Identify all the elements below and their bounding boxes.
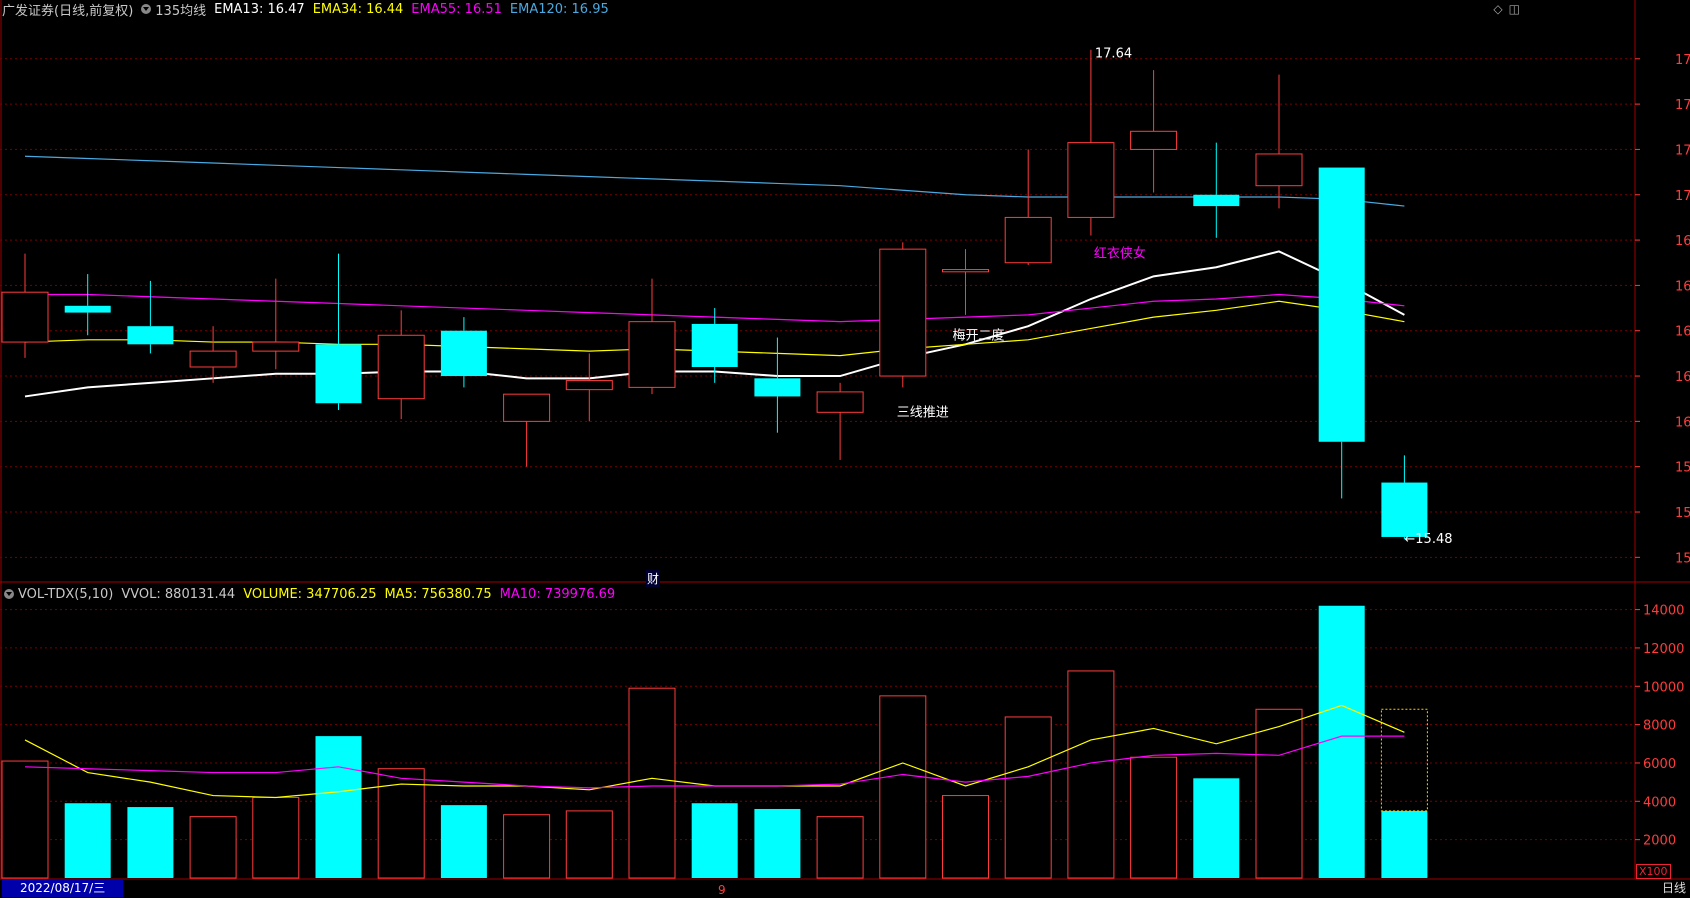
- vol-indicator-name: VOL-TDX(5,10): [18, 586, 114, 602]
- volume-bar: [754, 808, 801, 878]
- candle-body: [628, 321, 676, 388]
- candle-body: [1381, 482, 1428, 537]
- price-tick-label: 16.80: [1675, 234, 1690, 249]
- chart-annotation: 三线推进: [897, 405, 949, 420]
- price-tick-label: 15.60: [1675, 506, 1690, 521]
- volume-bar: [1381, 810, 1428, 878]
- price-tick-label: 17.40: [1675, 98, 1690, 113]
- price-header: 广发证券(日线,前复权) 135均线 EMA13: 16.47 EMA34: 1…: [0, 0, 609, 19]
- candle-body: [754, 378, 801, 397]
- price-tick-label: 16.00: [1675, 415, 1690, 430]
- candle-body: [189, 350, 237, 368]
- candle-body: [1067, 142, 1115, 218]
- price-tick-label: 17.20: [1675, 143, 1690, 158]
- candle-body: [942, 269, 989, 273]
- ema13-value: EMA13: 16.47: [214, 1, 305, 17]
- candle-body: [691, 323, 738, 367]
- volume-bar: [628, 687, 676, 879]
- candle-body: [1255, 153, 1303, 187]
- volume-value: VOLUME: 347706.25: [243, 586, 377, 602]
- volume-bar: [127, 807, 174, 878]
- volume-bar: [377, 768, 425, 879]
- candle-body: [503, 393, 551, 422]
- candle-body: [1193, 194, 1240, 207]
- volume-bar: [1067, 670, 1115, 879]
- volume-bar: [64, 803, 111, 878]
- volume-bar: [1130, 756, 1178, 879]
- volume-bar: [440, 805, 487, 878]
- price-tick-label: 17.60: [1675, 53, 1690, 68]
- x-axis-mark: 9: [718, 883, 726, 897]
- volume-bar: [1193, 778, 1240, 878]
- volume-tick-label: 4000: [1643, 795, 1676, 810]
- chart-annotation: 梅开二度: [953, 327, 1005, 343]
- volume-tick-label: 12000: [1643, 642, 1684, 657]
- volume-bar: [942, 795, 989, 879]
- volume-bar: [816, 816, 864, 879]
- volume-tick-label: 2000: [1643, 834, 1676, 849]
- volume-bar: [691, 803, 738, 878]
- volume-bar: [879, 695, 927, 879]
- ma10-value: MA10: 739976.69: [499, 586, 616, 602]
- price-tick-label: 16.20: [1675, 370, 1690, 385]
- candle-body: [1004, 216, 1052, 264]
- volume-tick-label: 14000: [1643, 604, 1684, 619]
- price-tick-label: 17.00: [1675, 189, 1690, 204]
- indicator-name: 135均线: [155, 3, 207, 19]
- window-controls: ◇ ◫: [1487, 2, 1520, 16]
- stock-title: 广发证券(日线,前复权): [2, 3, 134, 19]
- candle-body: [127, 326, 174, 345]
- volume-bar: [1318, 605, 1365, 878]
- restore-icon[interactable]: ◫: [1508, 2, 1520, 16]
- chart-annotation: 红衣侠女: [1094, 246, 1146, 262]
- candle-body: [565, 380, 613, 391]
- volume-bar: [252, 796, 300, 879]
- volume-bar: [1004, 716, 1052, 879]
- price-tick-label: 16.60: [1675, 279, 1690, 294]
- date-label: 2022/08/17/三: [2, 880, 124, 897]
- ema34-value: EMA34: 16.44: [312, 1, 404, 17]
- candle-body: [879, 248, 927, 377]
- vvol-value: VVOL: 880131.44: [121, 586, 236, 602]
- candle-body: [440, 330, 487, 377]
- candle-body: [1, 291, 49, 343]
- diamond-icon[interactable]: ◇: [1493, 2, 1503, 16]
- period-label[interactable]: 日线: [1661, 881, 1686, 895]
- price-tick-label: 15.80: [1675, 461, 1690, 476]
- volume-bar: [315, 736, 362, 878]
- candle-body: [1318, 167, 1365, 442]
- volume-bar: [1, 760, 49, 879]
- chart-annotation: ←15.48: [1404, 532, 1452, 547]
- volume-bar: [189, 816, 237, 879]
- ema55-value: EMA55: 16.51: [411, 1, 502, 17]
- volume-estimate-outline: [1380, 708, 1428, 812]
- volume-bar: [565, 810, 613, 879]
- price-tick-label: 16.40: [1675, 325, 1690, 340]
- candle-body: [816, 391, 864, 413]
- ma5-value: MA5: 756380.75: [384, 586, 492, 602]
- candle-body: [252, 341, 300, 352]
- volume-bar: [503, 814, 551, 879]
- candle-body: [1130, 130, 1178, 150]
- volume-dropdown-icon[interactable]: [4, 589, 14, 599]
- volume-unit: X100: [1636, 864, 1671, 879]
- indicator-dropdown-icon[interactable]: [141, 4, 152, 14]
- candle-body: [64, 305, 111, 313]
- line-ema120: [24, 155, 1405, 207]
- volume-tick-label: 8000: [1643, 719, 1676, 734]
- volume-header: VOL-TDX(5,10) VVOL: 880131.44 VOLUME: 34…: [0, 585, 615, 603]
- volume-tick-label: 10000: [1643, 680, 1684, 695]
- chart-annotation: 17.64: [1095, 47, 1132, 62]
- volume-tick-label: 6000: [1643, 757, 1676, 772]
- ema120-value: EMA120: 16.95: [509, 1, 609, 17]
- finance-marker[interactable]: 财: [646, 570, 661, 587]
- candle-body: [377, 334, 425, 400]
- line-vol-ma10: [24, 735, 1405, 789]
- candle-body: [315, 344, 362, 404]
- price-tick-label: 15.40: [1675, 551, 1690, 566]
- volume-bar: [1255, 708, 1303, 879]
